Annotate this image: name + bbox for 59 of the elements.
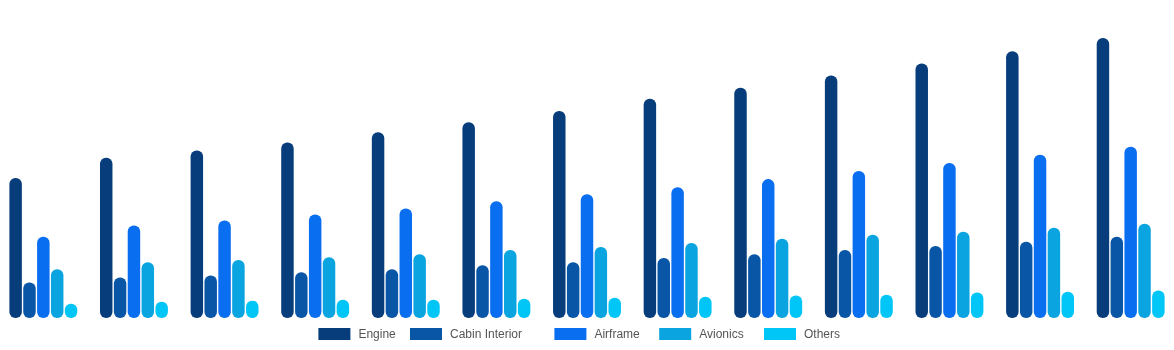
bar	[204, 275, 217, 318]
bar	[761, 179, 775, 318]
bar	[775, 238, 789, 318]
bar	[929, 246, 942, 318]
bar	[100, 157, 113, 318]
bar	[1047, 227, 1061, 318]
bar	[1152, 290, 1165, 318]
bar	[141, 262, 155, 318]
bar	[23, 282, 36, 318]
bar	[643, 98, 657, 318]
bar	[566, 262, 580, 318]
bar	[371, 132, 385, 318]
bar	[308, 214, 322, 318]
bar	[190, 150, 204, 318]
bar	[1096, 38, 1110, 318]
bar	[1019, 241, 1033, 318]
bar	[399, 208, 413, 318]
bar	[113, 277, 127, 318]
bar	[476, 265, 489, 318]
bar	[490, 201, 503, 318]
bar	[1138, 223, 1151, 318]
bar	[943, 162, 956, 318]
bar	[734, 87, 747, 318]
bar	[385, 269, 399, 318]
bar	[838, 249, 852, 318]
bar	[824, 75, 838, 318]
bar	[462, 122, 475, 318]
legend-label: Airframe	[594, 327, 641, 342]
bar	[880, 294, 893, 318]
bar	[127, 225, 141, 318]
bar	[50, 269, 64, 318]
bar	[504, 249, 517, 318]
bar	[218, 220, 231, 318]
bar	[1033, 154, 1047, 318]
legend-label: Others	[804, 327, 841, 342]
bar	[580, 194, 594, 318]
bar	[9, 178, 22, 318]
bar	[1124, 146, 1137, 318]
bar	[671, 187, 684, 318]
bar	[594, 246, 608, 318]
bar	[37, 236, 50, 318]
bar	[322, 257, 336, 318]
bar	[685, 242, 698, 318]
legend-label: Cabin Interior	[450, 327, 523, 342]
bar	[413, 254, 426, 318]
bar	[295, 272, 308, 318]
legend-label: Avionics	[699, 327, 744, 342]
bar	[748, 254, 761, 318]
legend-label: Engine	[358, 327, 397, 342]
bar	[657, 258, 670, 318]
bar	[957, 231, 970, 318]
bar	[1110, 236, 1124, 318]
bar	[852, 171, 866, 318]
bar	[915, 63, 928, 318]
bar	[281, 142, 294, 318]
bar	[866, 234, 879, 318]
bar	[232, 260, 245, 318]
bar	[553, 111, 566, 318]
bar	[1006, 51, 1019, 318]
